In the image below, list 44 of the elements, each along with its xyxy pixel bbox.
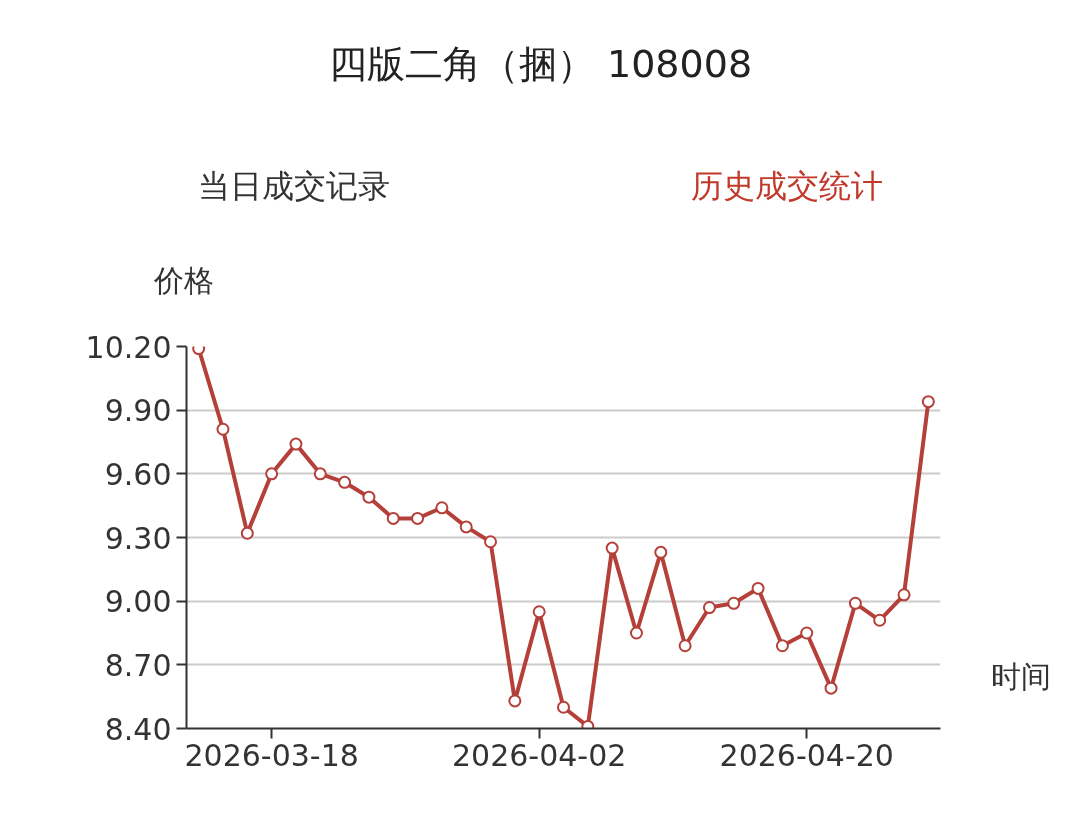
point (775, 639, 789, 653)
x-axis-title: 时间 (990, 658, 1051, 694)
point (557, 700, 570, 714)
point (605, 541, 619, 555)
point (678, 639, 692, 653)
point (508, 694, 522, 708)
point (702, 601, 716, 615)
point (800, 626, 814, 640)
point (629, 626, 643, 640)
point (386, 511, 400, 525)
point (824, 681, 838, 695)
y-tick-label: 10.20 (85, 329, 172, 365)
point (313, 467, 327, 481)
point (240, 526, 254, 540)
y-tick-label: 9.30 (104, 520, 172, 556)
text: 当日成交记录 (197, 166, 390, 205)
y-tick-label: 9.00 (104, 584, 172, 620)
y-tick-label: 9.90 (104, 393, 172, 429)
chart-title: 四版二角（捆） 108008 (328, 41, 753, 86)
point (751, 581, 765, 595)
y-tick-label: 9.60 (104, 456, 172, 492)
y-tick-label: 8.70 (104, 647, 172, 683)
point (654, 545, 668, 559)
point (435, 501, 449, 515)
point (897, 588, 911, 602)
point (848, 596, 862, 610)
point (289, 437, 303, 451)
x-tick-label: 2026-03-18 (184, 737, 359, 773)
point (338, 475, 352, 489)
point (362, 490, 376, 504)
point (459, 520, 473, 534)
point (921, 395, 935, 409)
point (532, 605, 546, 619)
point (484, 535, 498, 549)
point (727, 596, 741, 610)
text: 历史成交统计 (690, 166, 883, 205)
point (411, 511, 425, 525)
point (216, 422, 230, 436)
point (873, 613, 887, 627)
x-tick-label: 2026-04-20 (719, 737, 894, 773)
y-tick-label: 8.40 (104, 711, 172, 747)
x-tick-label: 2026-04-02 (452, 737, 627, 773)
point (265, 467, 279, 481)
y-axis-title: 价格 (152, 263, 214, 298)
